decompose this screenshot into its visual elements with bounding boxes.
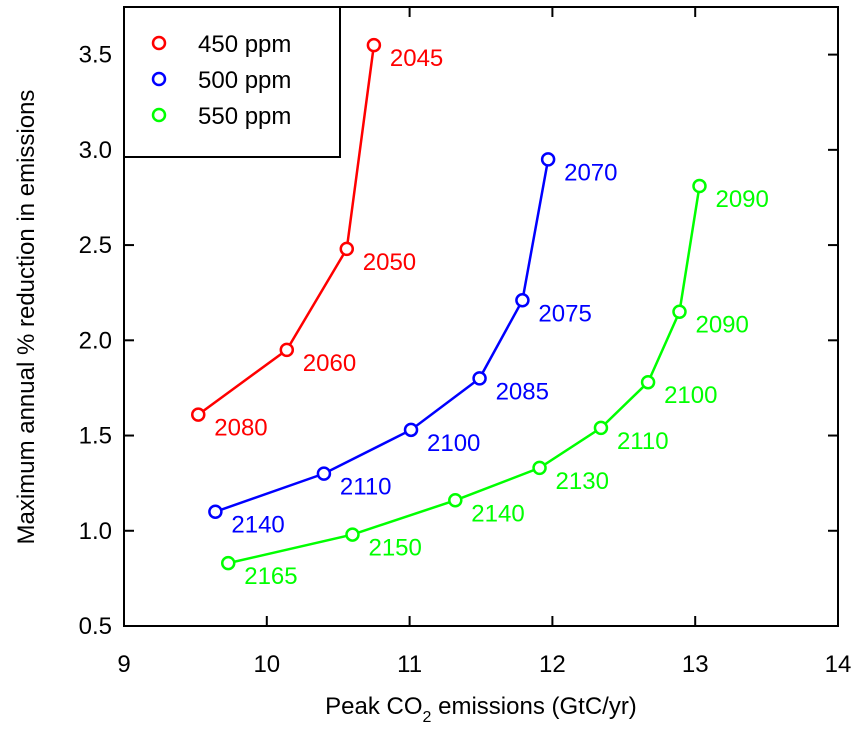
x-tick-label-1: 10 <box>253 651 280 678</box>
x-tick-label-3: 12 <box>539 651 566 678</box>
y-tick-label-1: 1.0 <box>79 518 112 545</box>
y-tick-label-3: 2.0 <box>79 327 112 354</box>
data-label-1-0: 2140 <box>231 512 284 539</box>
series-layer: 2080 2060 2050 2045 2140 2110 2100 2085 2075 2070… <box>191 37 769 590</box>
legend-label-1: 500 ppm <box>198 67 291 94</box>
series-line-0 <box>197 44 376 416</box>
data-point-2-1 <box>345 527 360 542</box>
data-point-2-3 <box>532 460 547 476</box>
data-label-2-7: 2090 <box>715 186 768 213</box>
data-label-2-4: 2110 <box>617 428 669 455</box>
data-point-2-7 <box>692 178 707 194</box>
y-tick-label-4: 2.5 <box>79 232 112 259</box>
legend: 450 ppm 500 ppm 550 ppm <box>123 6 341 158</box>
data-point-0-3 <box>366 37 382 53</box>
data-label-2-2: 2140 <box>471 500 524 527</box>
legend-label-2: 550 ppm <box>198 103 291 130</box>
series-line-2 <box>227 185 701 565</box>
data-label-1-5: 2070 <box>564 159 617 186</box>
data-label-2-5: 2100 <box>664 382 717 409</box>
legend-marker-0 <box>151 35 167 51</box>
x-axis-title: Peak CO2 emissions (GtC/yr) <box>325 693 637 726</box>
data-point-1-5 <box>540 152 556 167</box>
data-point-0-2 <box>339 241 355 257</box>
y-tick-label-5: 3.0 <box>79 137 112 164</box>
data-label-2-1: 2150 <box>368 535 421 562</box>
data-label-0-1: 2060 <box>303 350 356 377</box>
series-2: 2165 2150 2140 2130 2110 2100 2090 2090 <box>220 178 769 590</box>
y-tick-label-6: 3.5 <box>79 42 112 69</box>
data-label-1-1: 2110 <box>340 474 392 501</box>
data-point-2-5 <box>640 374 656 390</box>
y-axis-title: Maximum annual % reduction in emissions <box>13 90 40 545</box>
data-point-0-0 <box>191 407 206 422</box>
data-point-2-2 <box>448 493 463 508</box>
x-tick-label-4: 13 <box>682 651 709 678</box>
series-1: 2140 2110 2100 2085 2075 2070 <box>208 152 618 539</box>
x-axis: 9 10 11 12 13 14 <box>117 7 851 678</box>
data-point-1-1 <box>316 466 332 481</box>
data-point-2-0 <box>220 555 236 571</box>
data-point-2-4 <box>593 420 609 436</box>
legend-label-0: 450 ppm <box>198 31 291 58</box>
data-label-1-4: 2075 <box>538 300 591 327</box>
legend-marker-1 <box>151 71 167 87</box>
data-label-0-0: 2080 <box>214 415 267 442</box>
y-axis: 0.5 1.0 1.5 2.0 2.5 3.0 3.5 <box>79 42 838 640</box>
data-label-2-6: 2090 <box>695 312 748 339</box>
x-axis-title-subscript: 2 <box>423 709 432 726</box>
y-tick-label-0: 0.5 <box>79 613 112 640</box>
data-point-1-4 <box>515 293 530 308</box>
data-label-0-2: 2050 <box>363 249 416 276</box>
x-tick-label-5: 14 <box>825 651 852 678</box>
data-label-2-3: 2130 <box>556 468 609 495</box>
x-tick-label-2: 11 <box>397 651 422 678</box>
data-label-1-2: 2100 <box>427 430 480 457</box>
data-label-2-0: 2165 <box>244 563 297 590</box>
legend-marker-2 <box>151 107 167 123</box>
series-0: 2080 2060 2050 2045 <box>191 37 443 442</box>
data-label-0-3: 2045 <box>390 45 443 72</box>
series-line-1 <box>214 159 550 513</box>
data-point-2-6 <box>672 304 687 319</box>
data-point-1-3 <box>472 371 487 386</box>
x-tick-label-0: 9 <box>117 651 130 678</box>
data-point-1-0 <box>208 504 223 519</box>
data-label-1-3: 2085 <box>496 378 549 405</box>
data-point-1-2 <box>403 422 419 438</box>
y-tick-label-2: 1.5 <box>79 423 112 450</box>
data-point-0-1 <box>279 342 295 358</box>
